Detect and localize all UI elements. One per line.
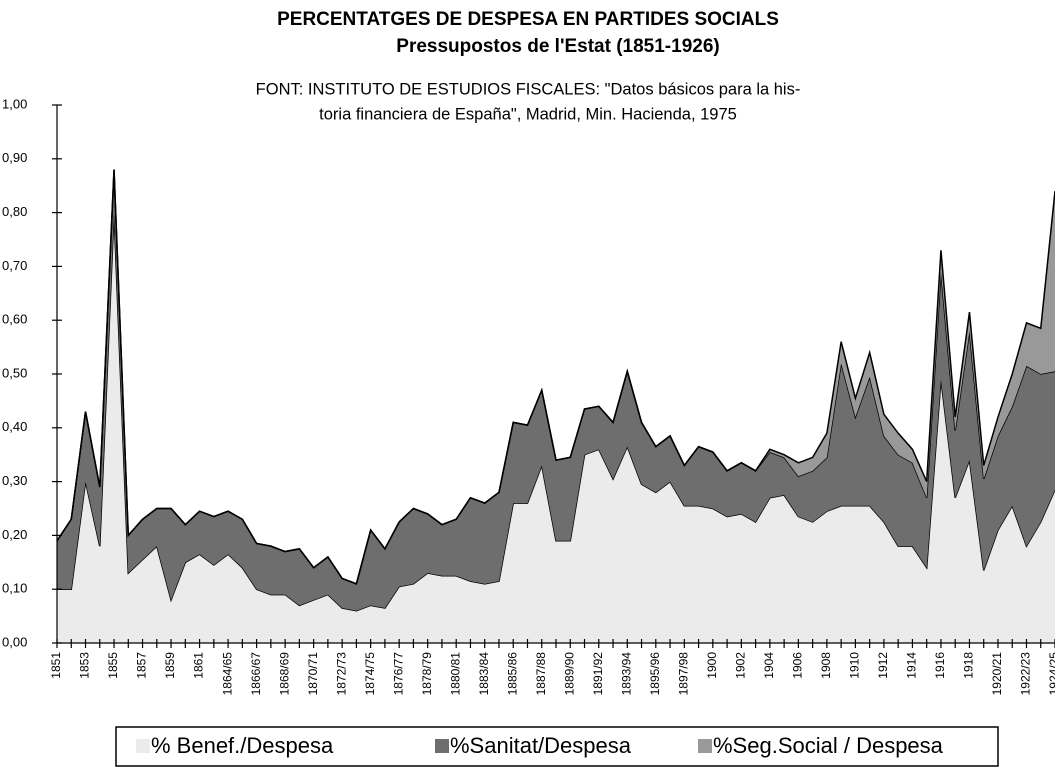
x-tick-label: 1868/69 [277, 652, 291, 696]
area [57, 169, 1055, 611]
y-tick-label: 0,40 [2, 419, 27, 434]
x-tick-label: 1876/77 [391, 652, 405, 696]
x-tick-label: 1861 [192, 652, 206, 679]
x-tick-label: 1855 [106, 652, 120, 679]
legend-box [115, 726, 999, 767]
y-tick-label: 0,90 [2, 150, 27, 165]
chart-subtitle: Pressupostos de l'Estat (1851-1926) [396, 36, 719, 57]
x-tick-label: 1864/65 [220, 652, 234, 696]
x-tick-label: 1914 [905, 652, 919, 679]
x-tick-label: 1920/21 [990, 652, 1004, 696]
legend-label: %Seg.Social / Despesa [713, 733, 944, 758]
x-tick-label: 1902 [734, 652, 748, 679]
x-tick-label: 1893/94 [619, 652, 633, 696]
legend-swatch [435, 739, 449, 753]
x-tick-label: 1889/90 [562, 652, 576, 696]
y-tick-label: 0,50 [2, 365, 27, 380]
x-tick-label: 1906 [791, 652, 805, 679]
source-line: toria financiera de España", Madrid, Min… [319, 105, 737, 123]
x-tick-label: 1870/71 [306, 652, 320, 696]
y-tick-label: 0,10 [2, 581, 27, 596]
x-tick-label: 1872/73 [334, 652, 348, 696]
x-tick-label: 1912 [876, 652, 890, 679]
x-tick-label: 1922/23 [1019, 652, 1033, 696]
x-tick-label: 1916 [933, 652, 947, 679]
area [57, 212, 1055, 643]
legend-swatch [136, 739, 150, 753]
x-tick-label: 1866/67 [249, 652, 263, 696]
x-tick-label: 1895/96 [648, 652, 662, 696]
x-tick-label: 1908 [819, 652, 833, 679]
x-tick-label: 1910 [848, 652, 862, 679]
x-tick-label: 1891/92 [591, 652, 605, 696]
y-tick-label: 0,00 [2, 634, 27, 649]
x-tick-label: 1857 [135, 652, 149, 679]
y-tick-label: 0,20 [2, 527, 27, 542]
x-tick-label: 1883/84 [477, 652, 491, 696]
x-tick-label: 1897/98 [676, 652, 690, 696]
source-line: FONT: INSTITUTO DE ESTUDIOS FISCALES: "D… [256, 80, 801, 98]
chart-title: PERCENTATGES DE DESPESA EN PARTIDES SOCI… [277, 9, 779, 30]
x-tick-label: 1878/79 [420, 652, 434, 696]
legend-label: % Benef./Despesa [151, 733, 334, 758]
x-tick-label: 1885/86 [505, 652, 519, 696]
y-tick-label: 0,60 [2, 312, 27, 327]
x-tick-label: 1880/81 [448, 652, 462, 696]
y-tick-label: 0,70 [2, 258, 27, 273]
area-edge [56, 169, 1055, 585]
legend-label: %Sanitat/Despesa [450, 733, 632, 758]
x-tick-label: 1904 [762, 652, 776, 679]
x-tick-label: 1874/75 [363, 652, 377, 696]
x-tick-label: 1851 [49, 652, 63, 679]
x-tick-label: 1853 [78, 652, 92, 679]
x-tick-label: 1924/25 [1047, 652, 1055, 696]
x-tick-label: 1918 [962, 652, 976, 679]
x-tick-label: 1900 [705, 652, 719, 679]
y-tick-label: 1,00 [2, 96, 27, 111]
y-tick-label: 0,80 [2, 204, 27, 219]
x-tick-label: 1887/88 [534, 652, 548, 696]
x-tick-label: 1859 [163, 652, 177, 679]
legend-swatch [698, 739, 712, 753]
y-tick-label: 0,30 [2, 473, 27, 488]
